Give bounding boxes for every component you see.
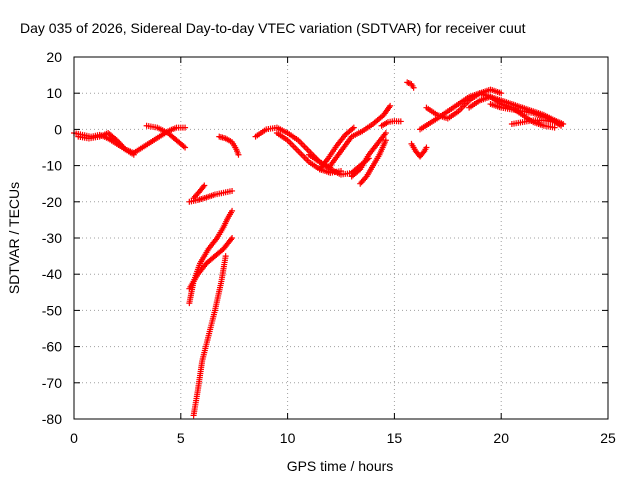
x-tick-label: 25 — [600, 430, 616, 446]
series-arc-20 — [408, 140, 430, 160]
y-axis-label: SDTVAR / TECUs — [6, 182, 22, 294]
data-point — [387, 102, 394, 109]
x-tick-label: 10 — [280, 430, 296, 446]
data-point — [498, 90, 505, 97]
x-axis-label: GPS time / hours — [287, 458, 394, 474]
data-point — [350, 124, 357, 131]
y-tick-label: -10 — [42, 158, 62, 174]
data-point — [201, 182, 208, 189]
series-arc-6 — [190, 182, 208, 202]
data-point — [227, 236, 234, 243]
data-point — [410, 84, 417, 91]
data-point — [182, 144, 189, 151]
chart-title: Day 035 of 2026, Sidereal Day-to-day VTE… — [20, 20, 526, 36]
data-point — [382, 130, 389, 137]
series-arc-22 — [417, 90, 483, 133]
data-point — [229, 235, 236, 241]
data-point — [222, 253, 229, 260]
series-arc-18 — [378, 118, 404, 129]
data-point — [229, 187, 236, 194]
x-tick-label: 15 — [387, 430, 403, 446]
y-tick-label: -70 — [42, 375, 62, 391]
x-tick-label: 5 — [177, 430, 185, 446]
series-arc-15 — [327, 102, 394, 169]
series-arc-17 — [357, 137, 389, 187]
x-tick-label: 20 — [493, 430, 509, 446]
y-tick-label: -40 — [42, 266, 62, 282]
axis-ticks: 0 5 10 15 20 25 20 10 0 -10 -20 -30 -40 -50 -60 -70 -80 — [42, 49, 616, 446]
y-tick-label: 10 — [46, 85, 62, 101]
y-tick-label: -20 — [42, 194, 62, 210]
data-point — [551, 124, 558, 131]
data-point — [382, 137, 389, 144]
data-point — [420, 149, 427, 156]
data-point — [558, 122, 565, 129]
y-tick-label: -30 — [42, 230, 62, 246]
data-points — [71, 79, 567, 419]
x-tick-label: 0 — [70, 430, 78, 446]
series-arc-10 — [216, 133, 242, 158]
series-arc-26 — [508, 117, 565, 129]
series-arc-2 — [75, 130, 137, 158]
data-point — [229, 207, 236, 214]
series-arc-16 — [348, 130, 389, 180]
data-point — [397, 118, 404, 125]
y-tick-label: 0 — [54, 121, 62, 137]
data-point — [182, 124, 189, 131]
series-arc-4 — [143, 122, 189, 151]
series-arc-19 — [404, 79, 417, 91]
series-arc-8 — [186, 235, 236, 292]
data-point — [200, 183, 207, 190]
y-tick-label: -80 — [42, 411, 62, 427]
data-point — [235, 151, 242, 158]
y-tick-label: -60 — [42, 339, 62, 355]
series-arc-9 — [190, 253, 229, 419]
y-tick-label: -50 — [42, 302, 62, 318]
series-arc-14 — [316, 124, 357, 173]
data-point — [423, 144, 430, 151]
grid-lines — [74, 57, 608, 419]
y-tick-label: 20 — [46, 49, 62, 65]
